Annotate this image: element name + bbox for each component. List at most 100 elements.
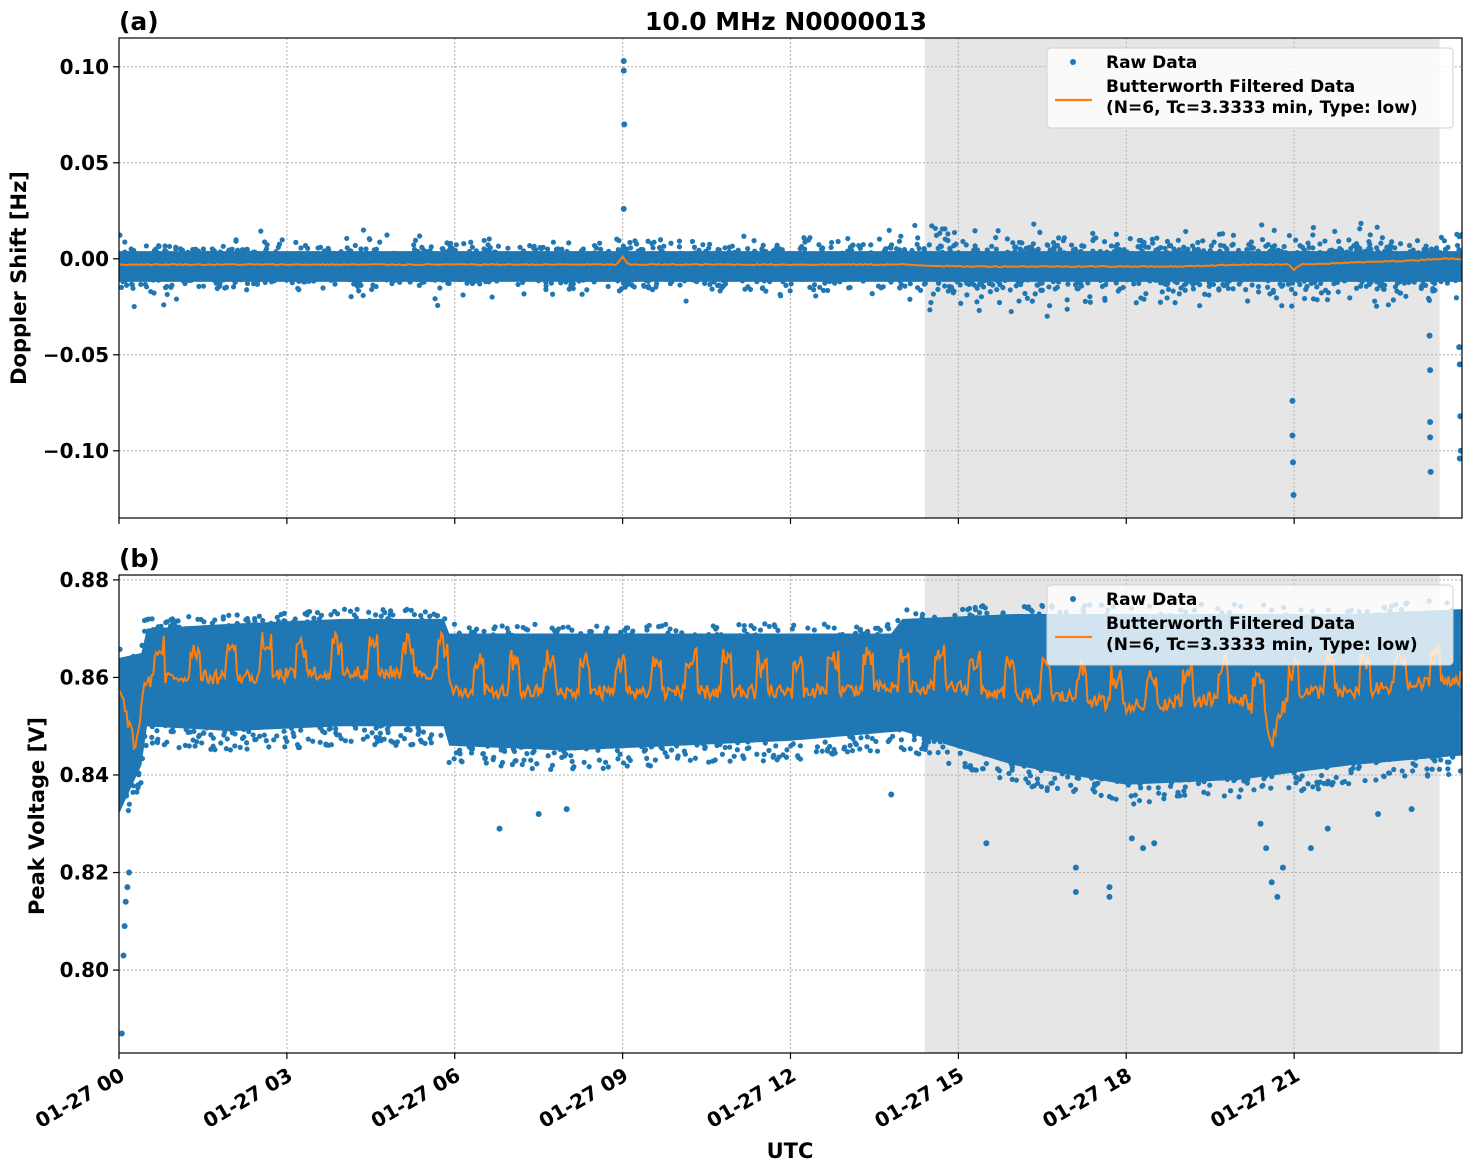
raw-data-point [523,714,529,721]
raw-data-point [899,671,905,677]
raw-data-point [1406,242,1413,249]
raw-data-point [914,285,921,291]
raw-data-point [921,245,927,252]
raw-data-point [494,278,500,284]
raw-data-point [384,232,390,238]
raw-data-point [1272,248,1278,254]
raw-data-point [1201,751,1208,757]
raw-data-point [595,747,601,753]
raw-data-point [990,624,997,631]
raw-data-point [532,259,538,265]
raw-data-point [532,635,539,641]
raw-data-point [250,281,257,287]
raw-data-point [1292,291,1298,297]
raw-data-point [872,257,878,263]
raw-data-point [994,712,1001,718]
raw-data-point [419,617,425,623]
raw-data-point [1127,236,1133,242]
raw-data-point [1043,269,1050,275]
raw-data-point [649,264,655,270]
chart-title: 10.0 MHz N0000013 [645,7,927,36]
raw-data-point [144,651,150,658]
raw-data-point [1107,731,1113,737]
raw-data-point [220,614,226,620]
raw-data-point [1300,258,1306,264]
raw-data-point [578,248,585,254]
raw-data-point [1353,285,1360,291]
raw-data-point [239,637,245,643]
raw-data-point [1332,228,1338,234]
raw-data-point [468,239,474,245]
raw-data-point [957,750,963,756]
raw-data-point [258,273,264,279]
raw-data-point [1456,247,1462,253]
raw-data-point [799,649,805,655]
raw-data-point [1136,237,1142,244]
raw-data-point [518,253,524,259]
raw-data-point [185,249,191,255]
raw-data-point [740,718,747,725]
raw-data-point [928,251,934,257]
raw-data-point [935,278,941,285]
raw-data-point [1324,765,1330,771]
raw-data-point [1177,254,1183,261]
raw-data-point [1154,235,1160,241]
raw-data-point [1399,273,1406,279]
raw-data-point [319,266,325,272]
raw-data-point [707,281,713,287]
raw-data-point [442,616,448,622]
raw-data-point [306,266,312,273]
raw-data-point [1445,244,1451,250]
raw-data-point [460,733,466,740]
raw-data-point [1125,272,1131,278]
raw-data-point [766,747,772,754]
raw-data-point [1054,268,1060,274]
raw-data-point [288,725,295,731]
raw-data-point [851,267,857,273]
raw-data-point [1121,259,1127,265]
raw-data-point [325,273,332,280]
raw-data-point [304,619,310,625]
raw-data-point [734,747,740,753]
raw-data-point [1357,252,1363,259]
raw-data-point [171,255,177,261]
raw-data-point [1372,298,1378,304]
raw-data-point [1223,277,1230,283]
raw-data-point [594,266,600,272]
raw-data-point [1313,693,1319,700]
raw-data-point [936,268,943,274]
raw-data-point [989,273,996,279]
raw-data-point [549,267,555,273]
raw-data-point [1207,712,1213,718]
raw-data-point [1366,245,1372,252]
raw-data-point [1444,264,1450,270]
raw-data-point [857,699,864,705]
raw-data-point [641,283,647,289]
raw-data-point [1221,266,1227,273]
raw-data-point [1287,760,1293,767]
raw-data-point [215,688,222,695]
raw-data-point [148,665,154,672]
raw-data-point [898,265,904,272]
raw-data-point [569,758,575,765]
raw-data-point [243,275,250,281]
raw-data-point [1006,770,1012,777]
raw-data-point [1200,759,1206,765]
raw-data-point [126,706,132,713]
raw-data-point [283,627,289,633]
raw-data-point [1020,666,1026,672]
raw-data-point [1027,258,1033,265]
raw-data-point [500,725,506,731]
raw-data-point [867,748,873,754]
raw-data-point [1441,732,1447,738]
raw-data-point [239,254,245,261]
raw-data-point [747,697,753,704]
raw-data-point [996,299,1003,306]
raw-data-point [998,273,1005,279]
raw-data-point [1326,665,1332,672]
raw-data-point [546,273,552,279]
raw-data-point [616,268,622,274]
raw-data-point [298,245,304,251]
raw-data-point [1320,256,1326,262]
raw-data-point [220,277,226,283]
